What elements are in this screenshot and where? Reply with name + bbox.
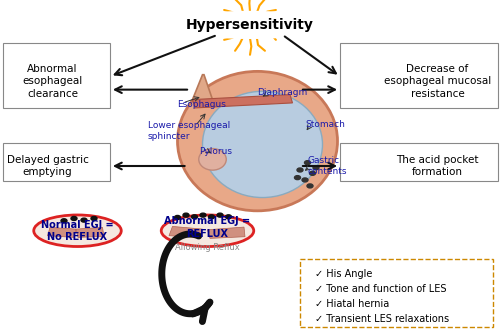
Circle shape [81,218,87,222]
Text: Gastric
contents: Gastric contents [308,156,347,176]
Circle shape [183,213,189,217]
Text: Stomach: Stomach [305,120,345,129]
Text: Pylorus: Pylorus [199,146,232,156]
Polygon shape [192,75,212,106]
Ellipse shape [178,71,338,211]
Circle shape [297,168,303,172]
Circle shape [217,213,223,217]
Bar [2,143,110,181]
Circle shape [208,215,214,219]
Polygon shape [48,227,76,237]
Bar [2,43,110,108]
Ellipse shape [161,215,254,246]
Ellipse shape [199,148,226,170]
Circle shape [61,219,67,223]
Circle shape [307,184,313,188]
Text: Abnormal
esophageal
clearance: Abnormal esophageal clearance [22,64,82,99]
Text: Delayed gastric
emptying: Delayed gastric emptying [6,155,88,177]
Text: Diaphragm: Diaphragm [258,88,308,98]
Text: Lower esophageal
sphincter: Lower esophageal sphincter [148,121,230,141]
Ellipse shape [34,215,121,246]
Circle shape [71,216,77,220]
Text: Normal EGJ =
No REFLUX: Normal EGJ = No REFLUX [41,219,114,242]
Circle shape [200,213,206,217]
Circle shape [91,216,97,220]
Text: Decrease of
esophageal mucosal
resistance: Decrease of esophageal mucosal resistanc… [384,64,491,99]
Bar [300,259,492,327]
Ellipse shape [170,11,330,39]
Ellipse shape [202,91,322,198]
Circle shape [310,171,316,175]
Polygon shape [192,95,292,108]
Text: ✓ Hiatal hernia: ✓ Hiatal hernia [315,299,389,309]
Circle shape [304,161,310,165]
Text: Abnormal EGJ =
REFLUX: Abnormal EGJ = REFLUX [164,216,250,239]
Polygon shape [169,226,202,237]
Text: ✓ Tone and function of LES: ✓ Tone and function of LES [315,284,446,294]
Bar [340,43,498,108]
Polygon shape [76,227,104,237]
Bar [340,143,498,181]
Text: ✓ His Angle: ✓ His Angle [315,269,372,279]
Circle shape [313,166,319,170]
Circle shape [192,215,198,219]
Text: The acid pocket
formation: The acid pocket formation [396,155,479,177]
Text: Allowing Reflux: Allowing Reflux [175,243,240,252]
Circle shape [174,215,180,219]
Text: ✓ Transient LES relaxations: ✓ Transient LES relaxations [315,314,449,324]
Circle shape [302,178,308,182]
Text: Hypersensitivity: Hypersensitivity [186,18,314,32]
Polygon shape [208,227,245,238]
Circle shape [226,215,232,219]
Text: Esophagus: Esophagus [178,100,226,109]
Circle shape [294,176,300,180]
